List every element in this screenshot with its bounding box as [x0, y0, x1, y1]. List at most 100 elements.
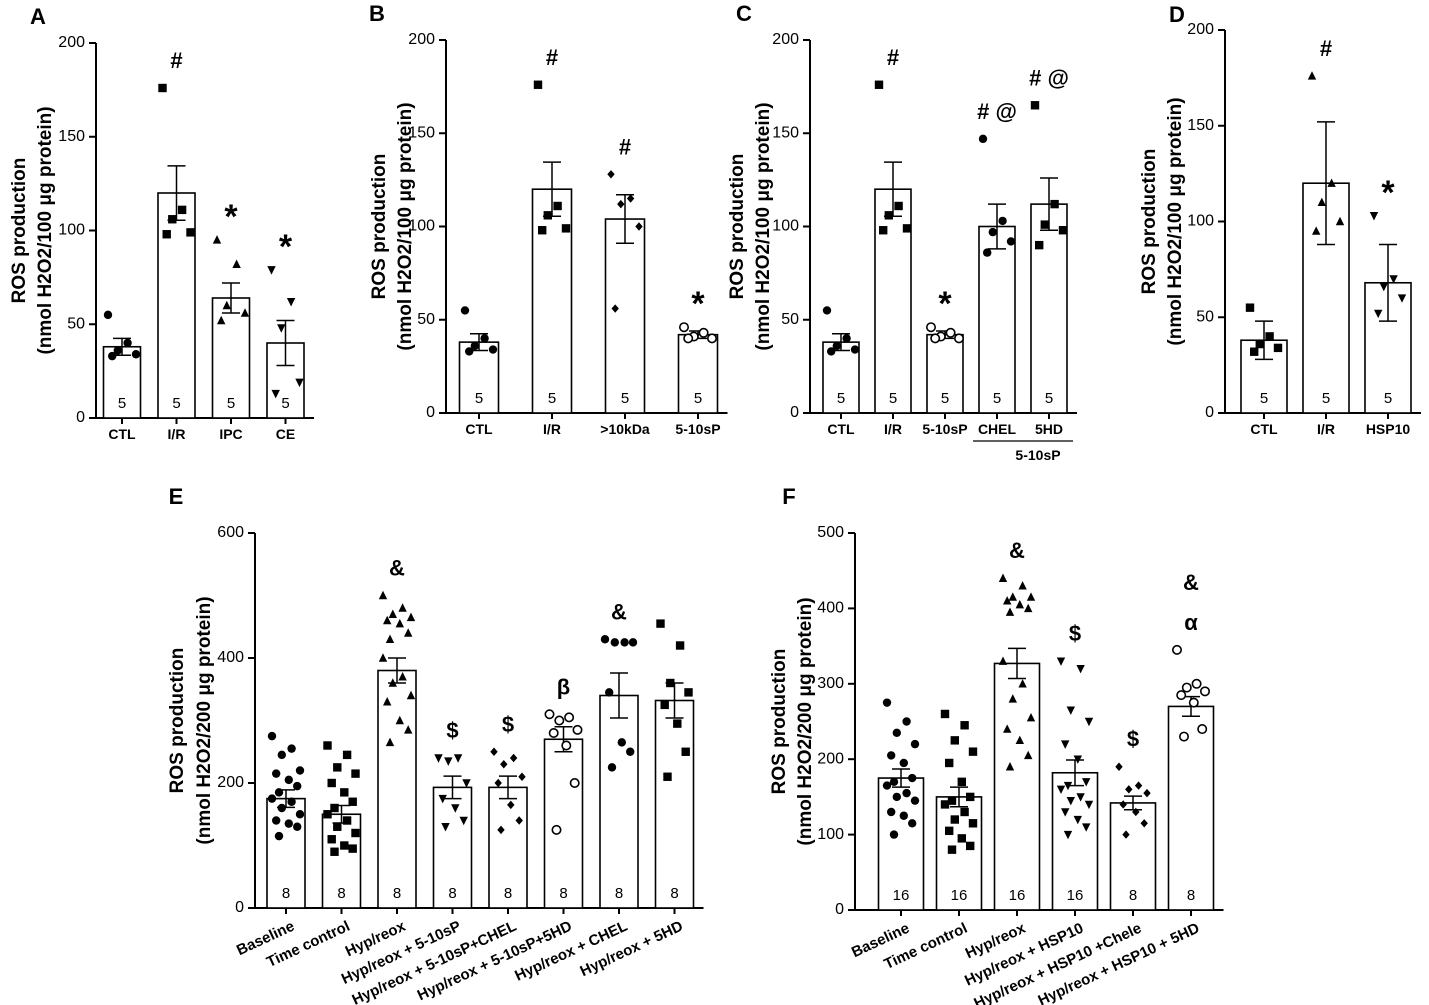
- data-point: [272, 816, 281, 825]
- y-axis-title-line2: (nmol H2O2/100 μg protein): [395, 102, 416, 350]
- n-label: 5: [941, 390, 949, 407]
- y-tick-label: 500: [817, 524, 844, 541]
- data-point: [842, 334, 851, 343]
- n-label: 5: [993, 390, 1001, 407]
- data-point: [1312, 226, 1321, 235]
- data-point: [470, 341, 479, 351]
- data-point: [340, 788, 349, 797]
- data-point: [518, 772, 526, 781]
- data-point: [543, 211, 552, 220]
- n-label: 5: [227, 395, 235, 412]
- data-point: [348, 844, 357, 853]
- y-tick-label: 0: [835, 901, 844, 918]
- data-point: [330, 803, 339, 813]
- panel-c: C 0 50 100 150 200 ROS production (nmol H2O2/10…: [727, 1, 1077, 463]
- data-point: [945, 327, 956, 338]
- data-point: [398, 603, 407, 612]
- data-point: [404, 725, 413, 734]
- significance-mark: #: [1320, 36, 1332, 61]
- x-category-label: HSP10: [1366, 421, 1411, 437]
- data-point: [1003, 596, 1012, 605]
- data-point: [1084, 800, 1094, 810]
- y-tick-label: 200: [58, 34, 85, 51]
- data-point: [899, 758, 908, 768]
- data-point: [544, 709, 555, 720]
- data-point: [892, 792, 901, 802]
- data-point: [1063, 781, 1073, 791]
- y-tick-label: 150: [408, 124, 435, 141]
- data-point: [887, 751, 896, 760]
- significance-mark: # @: [1029, 65, 1069, 90]
- data-point: [533, 80, 543, 89]
- data-point: [1082, 778, 1091, 787]
- data-point: [1003, 724, 1012, 733]
- y-axis-title-line1: ROS production: [369, 154, 390, 300]
- y-axis-title-line1: ROS production: [1139, 149, 1160, 295]
- x-category-label: I/R: [168, 426, 186, 442]
- n-label: 8: [504, 885, 512, 902]
- n-label: 5: [694, 390, 702, 407]
- data-point: [123, 338, 132, 348]
- panel-label: E: [169, 484, 184, 509]
- data-point: [232, 259, 241, 268]
- data-point: [1008, 694, 1017, 703]
- data-point: [267, 266, 276, 275]
- data-point: [444, 757, 453, 766]
- data-point: [605, 688, 614, 697]
- data-point: [902, 717, 911, 726]
- significance-mark: *: [938, 285, 952, 323]
- data-point: [1317, 197, 1326, 207]
- data-point: [1389, 275, 1398, 284]
- data-point: [500, 760, 508, 769]
- data-point: [957, 777, 966, 787]
- x-category-label: I/R: [884, 421, 902, 437]
- n-label: 8: [337, 885, 345, 902]
- data-point: [1076, 793, 1085, 802]
- n-label: 8: [1187, 887, 1195, 904]
- data-point: [460, 306, 470, 315]
- data-point: [1307, 71, 1317, 80]
- data-point: [434, 754, 443, 763]
- data-point: [827, 347, 836, 356]
- data-point: [561, 224, 571, 233]
- significance-mark: &: [611, 599, 627, 624]
- y-tick-label: 600: [217, 524, 244, 541]
- y-tick-label: 50: [67, 315, 85, 332]
- data-point: [1066, 796, 1075, 806]
- data-point: [462, 779, 471, 788]
- data-point: [1397, 294, 1407, 303]
- data-point: [910, 796, 920, 805]
- significance-mark: # @: [977, 99, 1017, 124]
- n-label: 5: [1045, 390, 1053, 407]
- data-point: [607, 170, 615, 179]
- data-point: [108, 351, 117, 361]
- data-point: [1056, 785, 1066, 795]
- data-point: [660, 700, 669, 710]
- panel-a: A 0 50 100 150 200 ROS production (nmol H2O2/10…: [9, 4, 314, 442]
- data-point: [295, 810, 305, 819]
- data-point: [998, 656, 1008, 665]
- data-point: [333, 822, 342, 831]
- significance-mark: #: [546, 45, 558, 70]
- data-point: [1018, 581, 1027, 590]
- bar: [157, 192, 196, 419]
- data-point: [1200, 686, 1211, 697]
- data-point: [113, 346, 123, 355]
- data-point: [342, 750, 352, 760]
- y-tick-label: 0: [1205, 404, 1214, 421]
- data-point: [950, 736, 959, 745]
- data-point: [1015, 599, 1024, 609]
- data-point: [217, 315, 226, 325]
- data-point: [889, 777, 899, 787]
- significance-mark: *: [691, 285, 705, 323]
- data-point: [953, 333, 964, 344]
- n-label: 16: [951, 887, 968, 904]
- data-point: [998, 216, 1007, 226]
- data-point: [1374, 309, 1383, 319]
- data-point: [1084, 717, 1094, 727]
- group-label: 5-10sP: [1015, 447, 1060, 463]
- y-tick-label: 0: [235, 899, 244, 916]
- data-point: [698, 327, 709, 338]
- y-axis-title-line2: (nmol H2O2/100 μg protein): [753, 102, 774, 350]
